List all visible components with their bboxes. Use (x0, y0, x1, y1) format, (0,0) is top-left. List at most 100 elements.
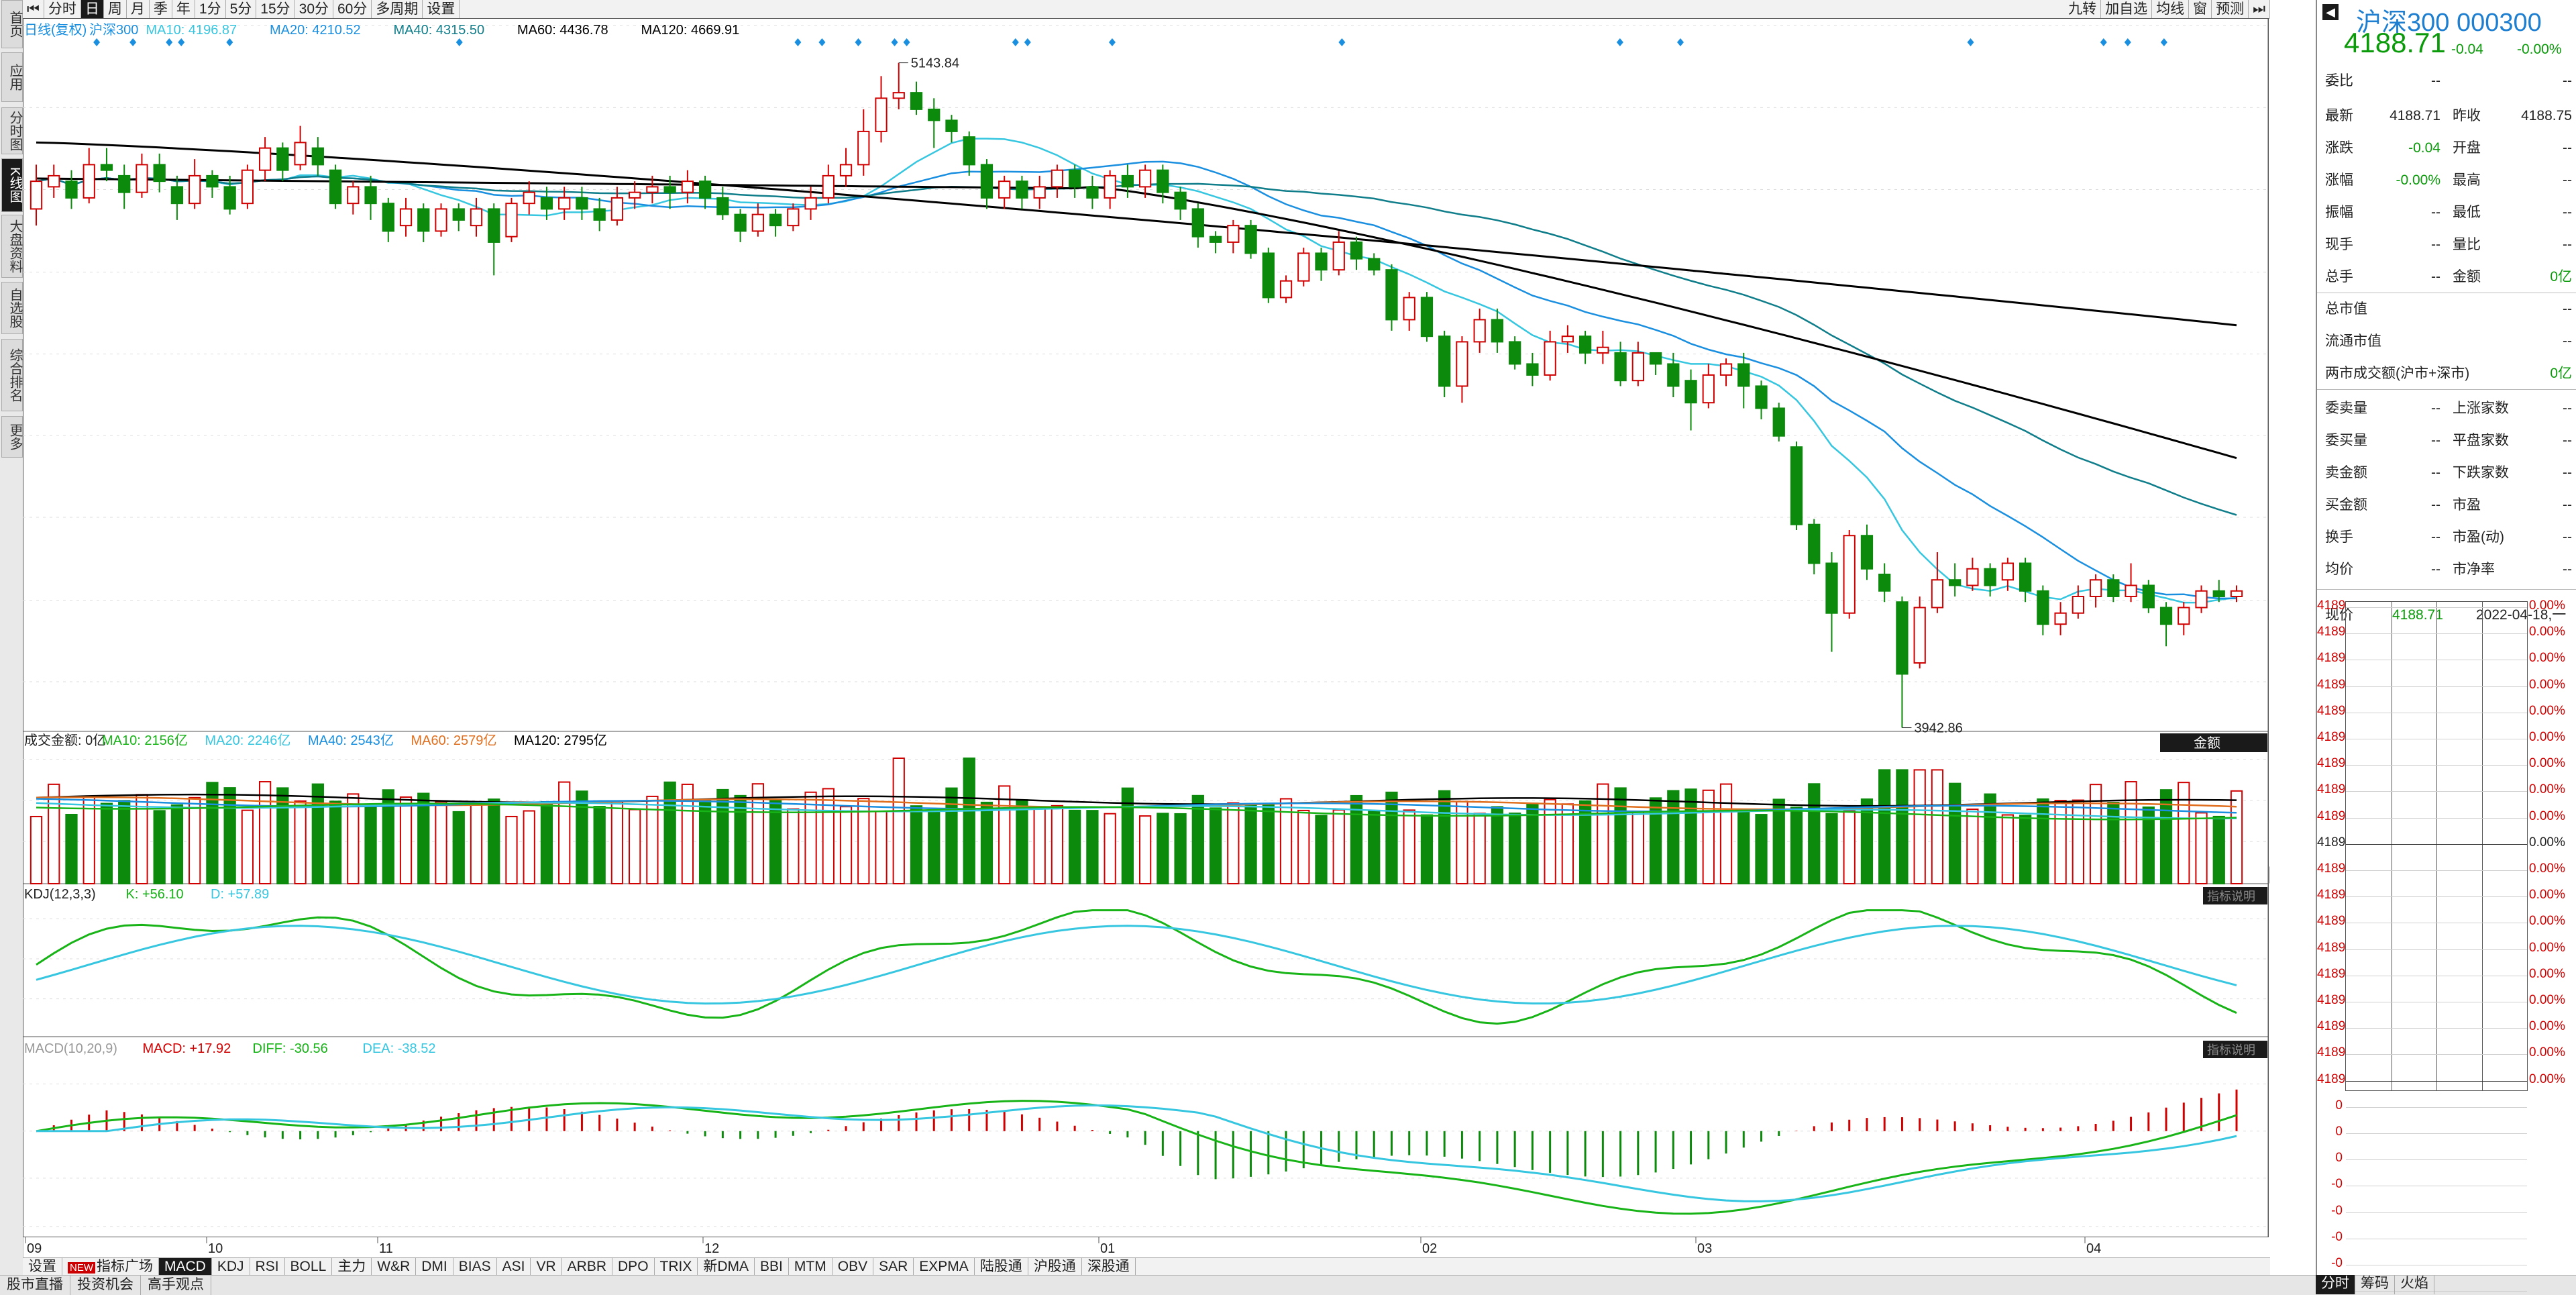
indicator-tab-8[interactable]: DMI (416, 1258, 453, 1276)
event-marker[interactable] (129, 38, 137, 46)
tick-value-left: 4189 (2317, 1019, 2346, 1034)
toolbar-back-icon[interactable]: ⏮ (23, 0, 44, 18)
leftnav-0[interactable]: 首页 (1, 0, 23, 48)
indicator-tab-23[interactable]: 深股通 (1082, 1258, 1136, 1276)
volume-mode-button[interactable] (2160, 733, 2267, 752)
period-7[interactable]: 5分 (226, 0, 257, 18)
candle (1808, 523, 1821, 564)
period-4[interactable]: 季 (150, 0, 172, 18)
tick-value-left: 4189 (2317, 756, 2346, 771)
tool-button-0[interactable]: 九转 (2064, 0, 2102, 18)
kdj-help-button[interactable] (2203, 887, 2267, 904)
indicator-tab-21[interactable]: 陆股通 (975, 1258, 1028, 1276)
period-3[interactable]: 月 (127, 0, 150, 18)
event-marker[interactable] (903, 38, 910, 46)
leftnav-3[interactable]: K线图 (1, 158, 23, 212)
event-marker[interactable] (1676, 38, 1684, 46)
event-marker[interactable] (166, 38, 173, 46)
event-marker[interactable] (1616, 38, 1623, 46)
event-marker[interactable] (1967, 38, 1974, 46)
status-link-1[interactable]: 投资机会 (70, 1276, 141, 1295)
panel-tab-2[interactable]: 火焰 (2395, 1275, 2434, 1294)
leftnav-4[interactable]: 大盘资料 (1, 215, 23, 278)
indicator-tab-5[interactable]: BOLL (285, 1258, 333, 1276)
indicator-tab-17[interactable]: MTM (789, 1258, 833, 1276)
quote-label: 上涨家数 (2453, 401, 2509, 416)
indicator-tab-22[interactable]: 沪股通 (1028, 1258, 1082, 1276)
event-marker[interactable] (1338, 38, 1346, 46)
indicator-tab-11[interactable]: VR (531, 1258, 562, 1276)
indicator-tab-12[interactable]: ARBR (562, 1258, 613, 1276)
event-marker[interactable] (178, 38, 185, 46)
candle (1561, 335, 1574, 343)
tool-button-2[interactable]: 均线 (2152, 0, 2190, 18)
indicator-tab-7[interactable]: W&R (372, 1258, 417, 1276)
volume-bar (1191, 794, 1204, 885)
leftnav-6[interactable]: 综合排名 (1, 339, 23, 411)
panel-tab-1[interactable]: 筹码 (2355, 1275, 2395, 1294)
grid-hline (2346, 765, 2527, 766)
period-9[interactable]: 30分 (295, 0, 333, 18)
stock-arrow-icon[interactable]: ◀ (2322, 4, 2339, 20)
event-marker[interactable] (2124, 38, 2131, 46)
indicator-tab-2[interactable]: MACD (159, 1258, 212, 1276)
status-link-0[interactable]: 股市直播 (0, 1276, 70, 1295)
indicator-tab-19[interactable]: SAR (873, 1258, 914, 1276)
indicator-tab-13[interactable]: DPO (612, 1258, 655, 1276)
indicator-tab-6[interactable]: 主力 (332, 1258, 372, 1276)
candle (1931, 579, 1944, 609)
event-marker[interactable] (1012, 38, 1019, 46)
toolbar-forward-icon[interactable]: ⏭ (2249, 0, 2270, 18)
indicator-tab-1[interactable]: NEW 指标广场 (62, 1258, 159, 1276)
indicator-tab-0[interactable]: 设置 (23, 1258, 62, 1276)
candle (822, 174, 835, 199)
leftnav-2[interactable]: 分时图 (1, 107, 23, 154)
kline-chart[interactable]: 5211506349154766461844714323417340265143… (23, 18, 2270, 1257)
indicator-tab-18[interactable]: OBV (833, 1258, 874, 1276)
period-0[interactable]: 分时 (44, 0, 81, 18)
event-marker[interactable] (226, 38, 233, 46)
indicator-tab-9[interactable]: BIAS (453, 1258, 497, 1276)
leftnav-1[interactable]: 应用 (1, 52, 23, 102)
candle (1403, 297, 1415, 321)
indicator-tab-14[interactable]: TRIX (655, 1258, 698, 1276)
quote-row: 两市成交额(沪市+深市) 0亿 (2325, 360, 2575, 388)
period-10[interactable]: 60分 (333, 0, 372, 18)
indicator-tab-4[interactable]: RSI (250, 1258, 285, 1276)
tool-button-3[interactable]: 窗 (2189, 0, 2212, 18)
event-marker[interactable] (2160, 38, 2167, 46)
tool-button-4[interactable]: 预测 (2212, 0, 2249, 18)
event-marker[interactable] (1108, 38, 1116, 46)
event-marker[interactable] (93, 38, 101, 46)
period-5[interactable]: 年 (172, 0, 195, 18)
indicator-tab-20[interactable]: EXPMA (914, 1258, 975, 1276)
indicator-tab-16[interactable]: BBI (755, 1258, 789, 1276)
event-marker[interactable] (794, 38, 802, 46)
period-2[interactable]: 周 (104, 0, 127, 18)
tool-button-1[interactable]: 加自选 (2101, 0, 2153, 18)
event-marker[interactable] (818, 38, 826, 46)
status-link-2[interactable]: 高手观点 (141, 1276, 211, 1295)
indicator-tab-10[interactable]: ASI (497, 1258, 531, 1276)
period-8[interactable]: 15分 (256, 0, 295, 18)
volume-bar (1719, 783, 1733, 885)
tick-value-left: 4189 (2317, 1045, 2346, 1060)
volume-ma-line (36, 793, 2237, 807)
indicator-tab-15[interactable]: 新DMA (698, 1258, 755, 1276)
period-1[interactable]: 日 (80, 0, 104, 18)
event-marker[interactable] (455, 38, 463, 46)
leftnav-5[interactable]: 自选股 (1, 282, 23, 334)
volume-legend-item: MA60: 2579亿 (411, 733, 497, 748)
indicator-tab-3[interactable]: KDJ (212, 1258, 250, 1276)
macd-help-button[interactable] (2203, 1041, 2267, 1058)
event-marker[interactable] (891, 38, 898, 46)
event-marker[interactable] (2100, 38, 2107, 46)
panel-tab-0[interactable]: 分时 (2316, 1275, 2355, 1294)
leftnav-7[interactable]: 更多 (1, 416, 23, 458)
event-marker[interactable] (1024, 38, 1031, 46)
period-12[interactable]: 设置 (423, 0, 460, 18)
tick-value-left: 4189 (2317, 1072, 2346, 1086)
event-marker[interactable] (855, 38, 862, 46)
period-11[interactable]: 多周期 (372, 0, 423, 18)
period-6[interactable]: 1分 (195, 0, 226, 18)
